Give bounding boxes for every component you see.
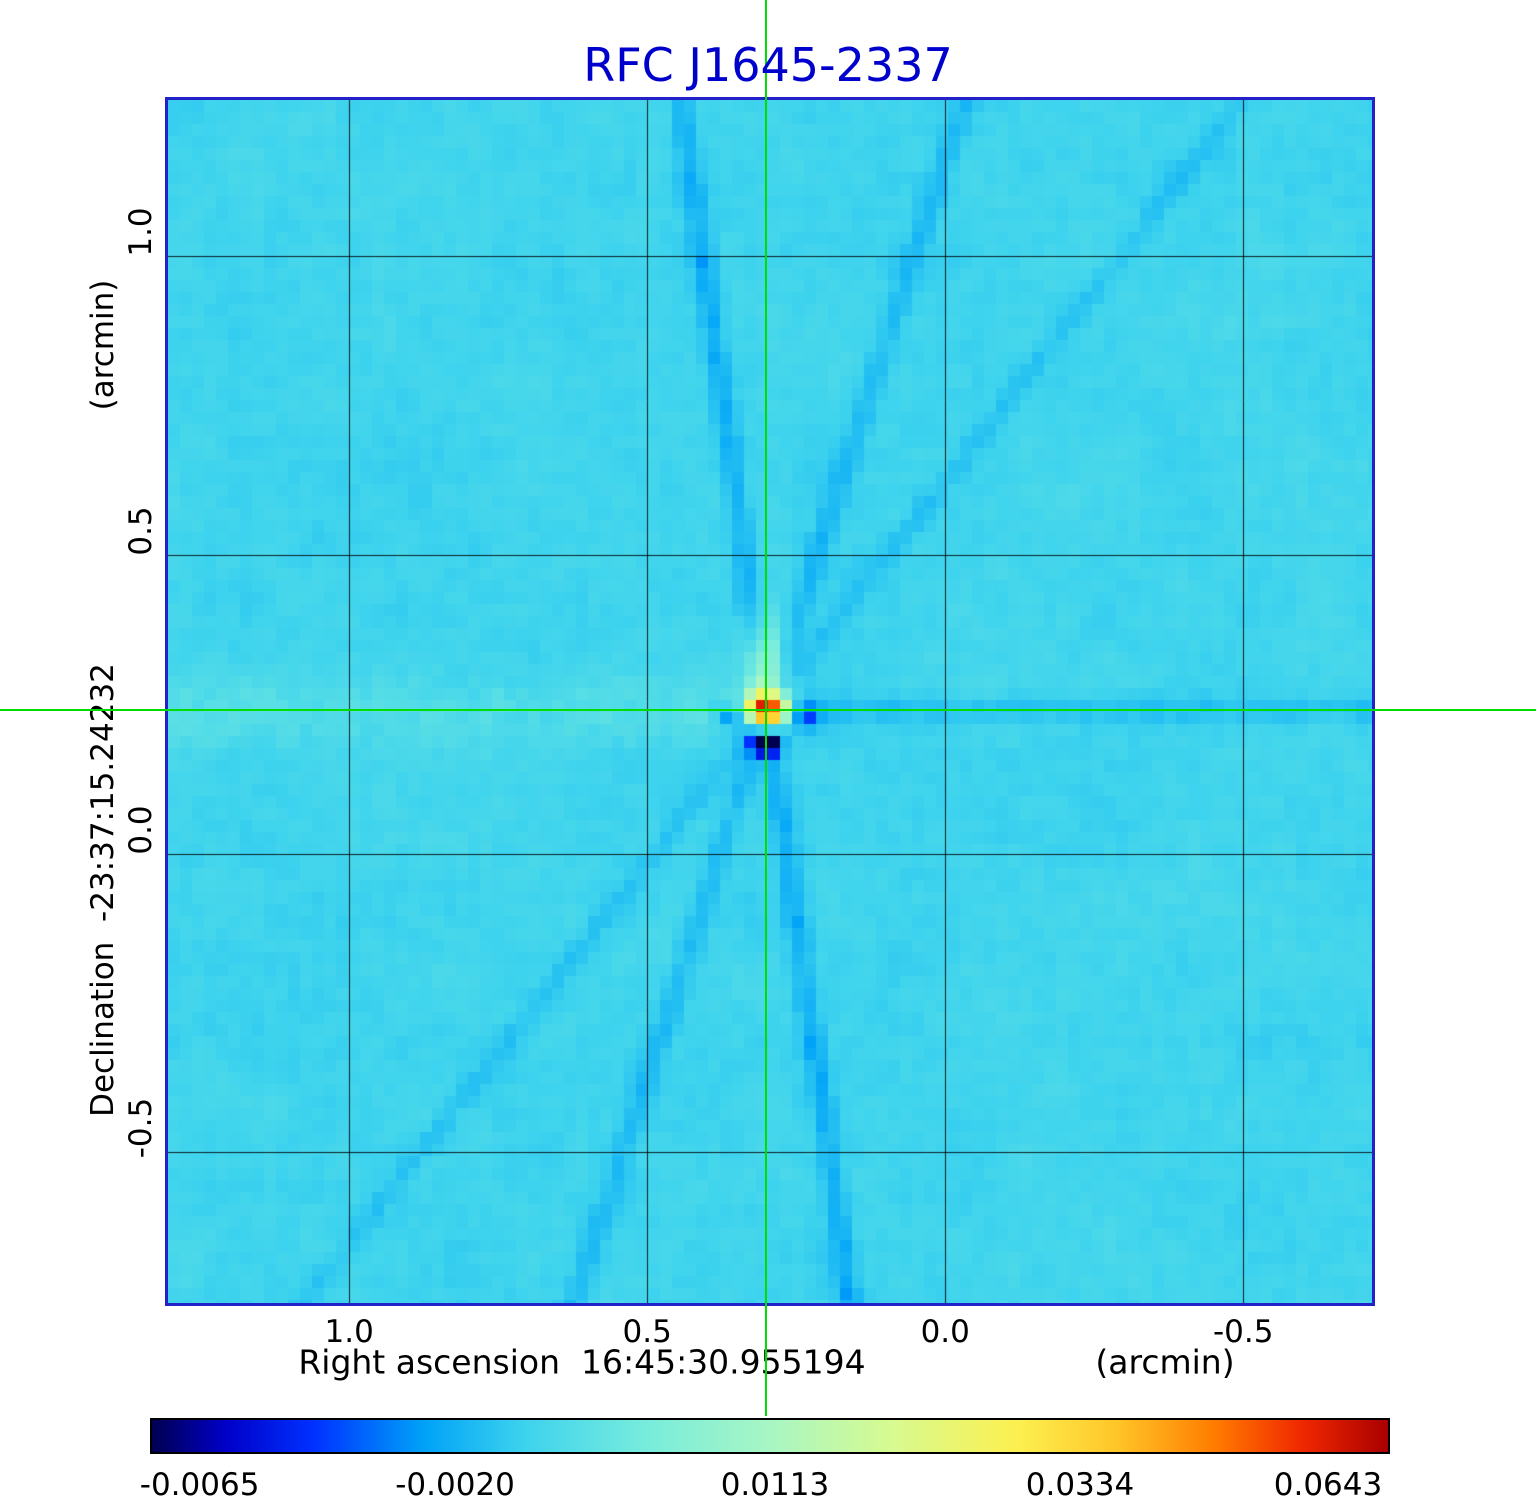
colorbar-tick-label: 0.0113	[720, 1467, 830, 1503]
plot-frame	[165, 97, 1375, 1306]
y-axis-unit-label: (arcmin)	[85, 279, 121, 411]
plot-title: RFC J1645-2337	[583, 38, 953, 92]
x-tick-label: 0.5	[622, 1314, 672, 1350]
y-tick-label: 0.5	[123, 506, 159, 556]
colorbar-tick-label: 0.0643	[1273, 1467, 1383, 1503]
y-tick-label: 0.0	[123, 804, 159, 855]
x-tick-label: 0.0	[920, 1314, 970, 1350]
x-tick-label: -0.5	[1213, 1314, 1274, 1350]
crosshair-horizontal-line	[0, 709, 1536, 712]
x-tick-label: 1.0	[324, 1314, 374, 1350]
x-axis-unit-label: (arcmin)	[1095, 1342, 1235, 1382]
sky-image-canvas	[168, 100, 1372, 1303]
crosshair-vertical-line	[765, 0, 768, 1416]
colorbar	[150, 1418, 1390, 1454]
colorbar-gradient	[152, 1420, 1388, 1452]
y-axis-label: Declination -23:37:15.24232	[85, 663, 121, 1117]
x-axis-label: Right ascension 16:45:30.955194	[298, 1342, 866, 1382]
colorbar-tick-label: -0.0020	[395, 1467, 515, 1503]
colorbar-tick-label: 0.0334	[1025, 1467, 1135, 1503]
colorbar-tick-label: -0.0065	[139, 1467, 260, 1503]
y-tick-label: 1.0	[123, 207, 159, 257]
y-tick-label: -0.5	[123, 1098, 159, 1159]
